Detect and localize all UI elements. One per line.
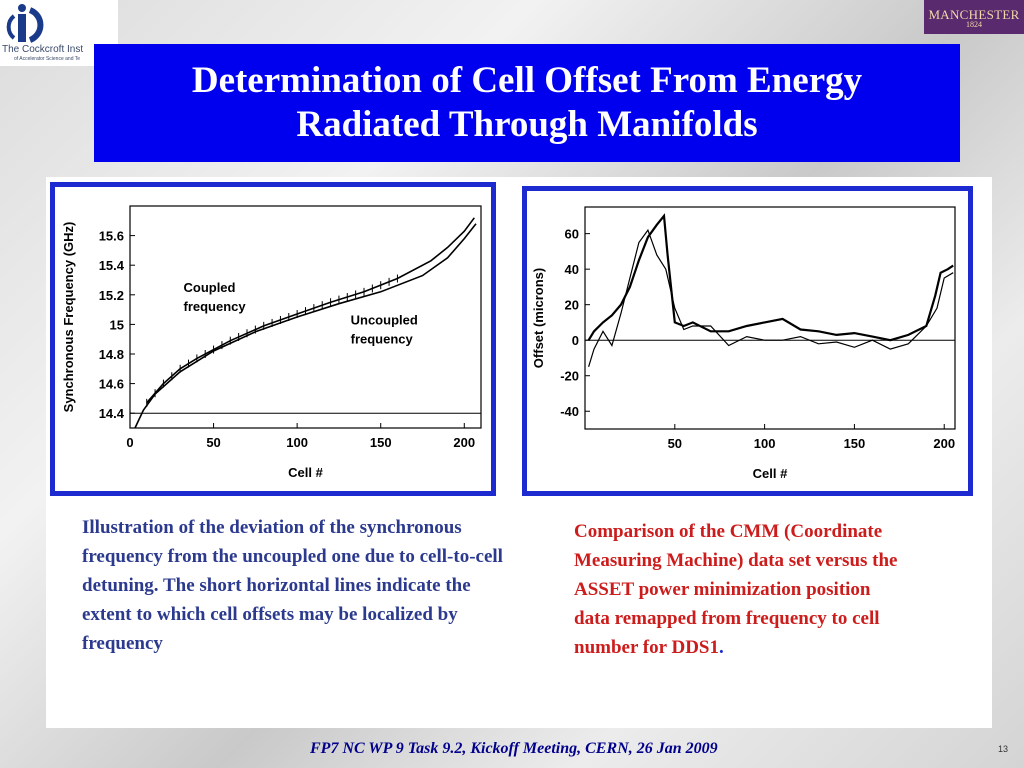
y-tick-label: 15.2: [99, 288, 124, 303]
cockcroft-logo-text: The Cockcroft Inst: [2, 44, 84, 55]
x-tick-label: 150: [844, 436, 866, 451]
y-tick-label: -20: [560, 369, 579, 384]
y-tick-label: 15.6: [99, 229, 124, 244]
x-tick-label: 100: [286, 435, 308, 450]
y-tick-label: 14.4: [99, 406, 125, 421]
frequency-chart: 0 50 100 150 200 14.4 14.6 14.8 15 15.2 15.4 15.6 Ce…: [61, 205, 482, 480]
annotation-coupled-line2: frequency: [183, 299, 246, 314]
x-tick-label: 100: [754, 436, 776, 451]
series-ASSET-line: [588, 228, 954, 367]
y-tick-label: 60: [565, 227, 579, 242]
title-line-2: Radiated Through Manifolds: [296, 104, 758, 145]
x-tick-label: 200: [933, 436, 955, 451]
annotation-uncoupled: Uncoupled: [351, 312, 418, 327]
y-axis-label: Offset (microns): [531, 268, 546, 368]
y-tick-label: 40: [565, 262, 579, 277]
y-tick-label: 20: [565, 298, 579, 313]
x-axis-label: Cell #: [753, 466, 788, 481]
y-tick-label: 14.8: [99, 347, 124, 362]
x-tick-label: 150: [370, 435, 392, 450]
y-tick-label: -40: [560, 404, 579, 419]
y-tick-label: 0: [572, 333, 579, 348]
x-axis-label: Cell #: [288, 465, 323, 480]
cockcroft-logo-subtext: of Accelerator Science and Te: [14, 56, 81, 62]
offset-chart: 50 100 150 200 -40 -20 0 20 40 60 Cell # Offset (mi…: [531, 206, 956, 481]
page-number: 13: [998, 744, 1009, 754]
left-chart-frame: 0 50 100 150 200 14.4 14.6 14.8 15 15.2 15.4 15.6 Ce…: [50, 182, 496, 496]
manchester-logo-year: 1824: [966, 20, 982, 29]
x-tick-label: 50: [206, 435, 220, 450]
x-tick-label: 50: [668, 436, 682, 451]
cockcroft-emblem-icon: [6, 4, 44, 43]
plot-area: [129, 205, 482, 429]
manchester-logo: MANCHESTER 1824: [924, 0, 1024, 34]
content-panel: 0 50 100 150 200 14.4 14.6 14.8 15 15.2 15.4 15.6 Ce…: [46, 177, 992, 728]
title-line-1: Determination of Cell Offset From Energy: [191, 59, 863, 101]
right-caption: Comparison of the CMM (Coordinate Measur…: [574, 517, 904, 662]
y-tick-label: 14.6: [99, 377, 124, 392]
right-chart-frame: 50 100 150 200 -40 -20 0 20 40 60 Cell # Offset (mi…: [522, 186, 973, 496]
plot-area: [584, 206, 956, 430]
annotation-coupled: Coupled: [183, 280, 235, 295]
x-tick-label: 0: [126, 435, 133, 450]
series-CMM-line: [587, 213, 954, 342]
y-axis-label: Synchronous Frequency (GHz): [61, 222, 76, 413]
slide-title: Determination of Cell Offset From Energy…: [94, 44, 960, 162]
cockcroft-logo: The Cockcroft Inst of Accelerator Scienc…: [0, 0, 118, 66]
y-tick-label: 15: [110, 317, 124, 332]
left-caption: Illustration of the deviation of the syn…: [82, 517, 503, 654]
right-caption-text: Comparison of the CMM (Coordinate Measur…: [574, 521, 898, 658]
manchester-logo-text: MANCHESTER: [928, 7, 1020, 22]
footer-text: FP7 NC WP 9 Task 9.2, Kickoff Meeting, C…: [310, 740, 718, 757]
right-caption-period: .: [718, 637, 724, 658]
y-tick-label: 15.4: [99, 258, 125, 273]
series-uncoupled-line: [134, 223, 477, 429]
annotation-uncoupled-line2: frequency: [351, 331, 414, 346]
x-tick-label: 200: [453, 435, 475, 450]
